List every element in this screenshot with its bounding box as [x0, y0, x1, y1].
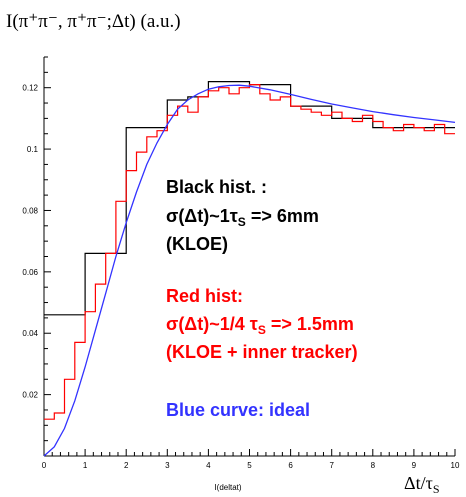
x-tick-label: 5: [247, 461, 252, 470]
y-tick-label: 0.02: [22, 391, 38, 400]
annotations: Black hist. : σ(Δt)~1τS => 6mm (KLOE) Re…: [166, 177, 358, 420]
x-tick-label: 9: [412, 461, 417, 470]
axis-ticks: 0 1 2 3 4 5 6 7 8 9 10 0.02 0.04 0.06 0.08 0.1 0.12: [22, 56, 460, 470]
plot-area: 0 1 2 3 4 5 6 7 8 9 10 0.02 0.04 0.06 0.08 0.1 0.12: [22, 56, 460, 470]
black-hist-resolution-pre: σ(Δt)~1τ: [166, 206, 238, 226]
x-tick-label: 3: [165, 461, 170, 470]
x-axis-label-sub: S: [433, 482, 440, 496]
x-tick-label: 1: [83, 461, 88, 470]
red-hist-resolution: σ(Δt)~1/4 τS => 1.5mm: [166, 314, 354, 337]
blue-curve-title: Blue curve: ideal: [166, 400, 310, 420]
x-axis-label-main: Δt/τ: [404, 473, 433, 493]
black-hist-title: Black hist. :: [166, 177, 267, 197]
y-tick-label: 0.08: [22, 206, 38, 215]
series-layer: [43, 81, 456, 457]
red-hist-title: Red hist:: [166, 286, 243, 306]
y-tick-label: 0.1: [27, 145, 39, 154]
black-hist-resolution-sub: S: [238, 215, 246, 229]
red-hist-resolution-post: => 1.5mm: [266, 314, 354, 334]
red-histogram: [44, 84, 455, 420]
x-tick-label: 8: [371, 461, 376, 470]
red-hist-resolution-pre: σ(Δt)~1/4 τ: [166, 314, 258, 334]
blue-ideal-curve: [43, 84, 456, 457]
y-tick-label: 0.12: [22, 84, 38, 93]
x-tick-label: 10: [451, 461, 460, 470]
x-tick-label: 4: [206, 461, 211, 470]
y-tick-label: 0.06: [22, 268, 38, 277]
x-tick-label: 0: [42, 461, 47, 470]
x-axis-label: Δt/τS: [404, 473, 440, 496]
x-tick-label: 7: [329, 461, 334, 470]
red-hist-resolution-sub: S: [258, 323, 266, 337]
y-tick-label: 0.04: [22, 329, 38, 338]
black-hist-detector: (KLOE): [166, 234, 228, 254]
x-tick-label: 2: [124, 461, 129, 470]
black-hist-resolution-post: => 6mm: [246, 206, 319, 226]
x-axis-small-label: I(deltat): [214, 483, 241, 492]
black-hist-resolution: σ(Δt)~1τS => 6mm: [166, 206, 319, 229]
red-hist-detector: (KLOE + inner tracker): [166, 342, 358, 362]
chart-title: I(π⁺π⁻, π⁺π⁻;Δt) (a.u.): [6, 11, 181, 32]
x-tick-label: 6: [288, 461, 293, 470]
